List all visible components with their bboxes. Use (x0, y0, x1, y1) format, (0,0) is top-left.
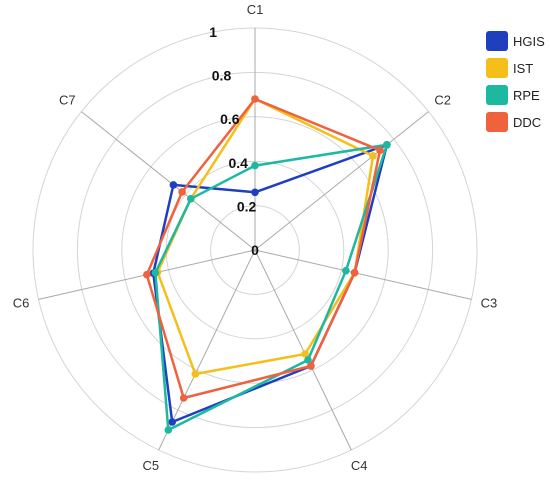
data-point-ddc-c5 (179, 394, 188, 402)
tick-label: 0.6 (220, 111, 240, 127)
data-point-ddc-c2 (376, 146, 384, 155)
radar-axes: C1 C2 C3 C4 C5 C6 C7 (13, 2, 498, 473)
data-point-ddc-c3 (350, 268, 359, 277)
axis-label-c3: C3 (481, 295, 498, 310)
tick-label: 1 (209, 24, 217, 40)
data-point-hgis-c5 (168, 418, 176, 426)
data-point-rpe-c1 (251, 161, 259, 170)
axis-label-c7: C7 (59, 92, 76, 107)
legend-label-ddc: DDC (513, 115, 541, 130)
legend-label-hgis: HGIS (513, 34, 545, 49)
tick-label: 0.8 (212, 68, 232, 84)
axis-spoke (158, 249, 256, 451)
radar-series (143, 95, 391, 434)
data-point-rpe-c2 (383, 141, 391, 149)
data-point-rpe-c4 (304, 356, 312, 364)
data-point-ist-c2 (369, 152, 377, 160)
axis-label-c2: C2 (434, 92, 451, 107)
legend-label-ist: IST (513, 61, 533, 76)
data-point-ddc-c1 (251, 95, 259, 103)
axis-spoke (81, 111, 256, 251)
data-point-hgis-c1 (251, 188, 259, 197)
data-point-ddc-c4 (307, 362, 315, 370)
data-point-hgis-c7 (169, 181, 178, 189)
series-rpe (151, 141, 391, 434)
legend-label-rpe: RPE (513, 88, 540, 103)
axis-label-c4: C4 (351, 458, 368, 473)
legend: HGIS IST RPE DDC (486, 31, 545, 132)
legend-swatch-hgis (486, 31, 508, 51)
axis-label-c5: C5 (143, 458, 160, 473)
series-line-hgis (152, 143, 389, 424)
series-ddc (143, 95, 384, 402)
series-hgis (149, 141, 391, 426)
legend-swatch-ist (486, 58, 508, 78)
legend-swatch-ddc (486, 112, 508, 132)
radial-tick-labels: 0 0.2 0.4 0.6 0.8 1 (209, 24, 259, 258)
axis-label-c6: C6 (13, 295, 30, 310)
data-point-ddc-c7 (178, 188, 186, 196)
data-point-ist-c5 (191, 370, 200, 378)
data-point-rpe-c7 (187, 195, 195, 203)
series-ist (153, 95, 377, 378)
axis-label-c1: C1 (247, 2, 264, 17)
data-point-rpe-c3 (342, 266, 350, 275)
axis-spoke (254, 249, 352, 451)
tick-label: 0.2 (237, 198, 257, 214)
tick-label: 0 (251, 242, 259, 258)
data-point-rpe-c5 (164, 426, 173, 434)
tick-label: 0.4 (228, 155, 248, 171)
axis-spoke (254, 249, 472, 300)
series-line-ist (156, 97, 375, 376)
data-point-ddc-c6 (143, 270, 151, 279)
data-point-rpe-c6 (151, 268, 160, 277)
axis-spoke (254, 111, 429, 251)
series-line-rpe (154, 143, 389, 432)
data-point-ist-c4 (301, 350, 309, 358)
legend-swatch-rpe (486, 85, 508, 105)
series-line-ddc (145, 97, 382, 400)
